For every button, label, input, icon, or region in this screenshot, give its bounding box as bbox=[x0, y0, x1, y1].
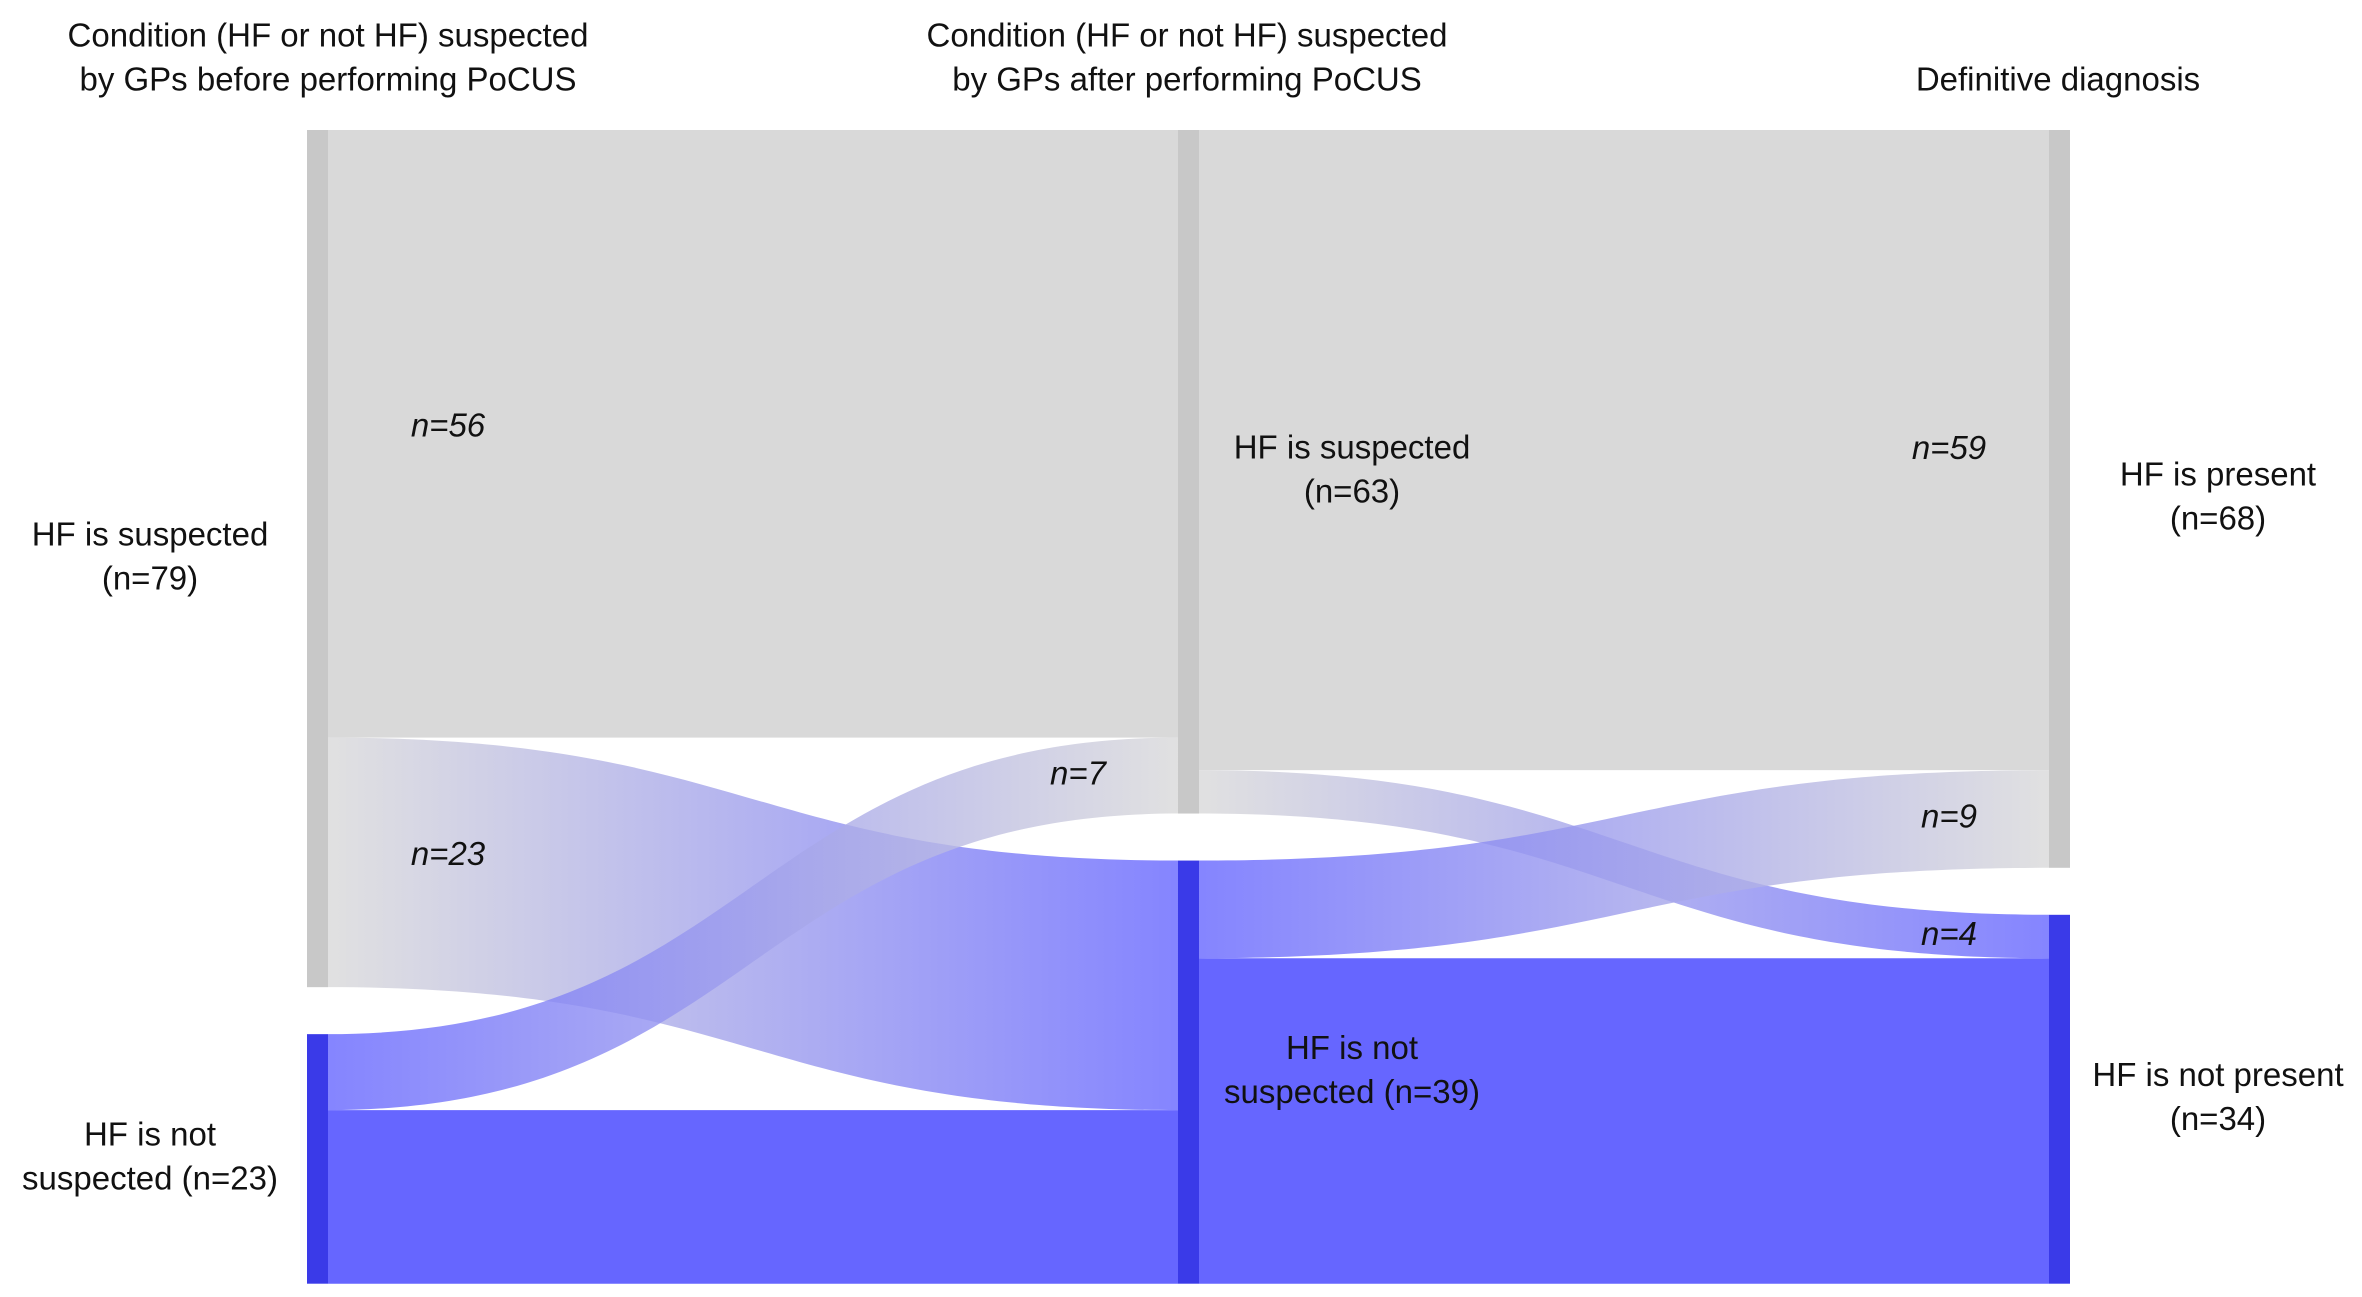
column-title: Definitive diagnosis bbox=[1916, 61, 2200, 98]
flow-label: n=23 bbox=[411, 835, 486, 872]
node-label: suspected (n=23) bbox=[22, 1160, 278, 1197]
flow-label: n=56 bbox=[411, 407, 486, 444]
flow bbox=[1199, 130, 2049, 771]
column-title: by GPs after performing PoCUS bbox=[952, 61, 1422, 98]
node-label: (n=79) bbox=[102, 559, 198, 596]
flow-label: n=59 bbox=[1912, 429, 1986, 466]
node-label: HF is not bbox=[84, 1116, 216, 1153]
node-label: HF is not bbox=[1286, 1029, 1418, 1066]
node bbox=[307, 130, 328, 988]
node bbox=[2049, 130, 2070, 868]
node bbox=[1178, 860, 1199, 1284]
flow bbox=[1199, 958, 2049, 1284]
node-label: suspected (n=39) bbox=[1224, 1073, 1480, 1110]
node-label: HF is suspected bbox=[32, 515, 269, 552]
node bbox=[1178, 130, 1199, 814]
node-label: HF is not present bbox=[2092, 1056, 2343, 1093]
node-label: (n=63) bbox=[1304, 472, 1400, 509]
column-title: Condition (HF or not HF) suspected bbox=[927, 17, 1448, 54]
node-label: HF is suspected bbox=[1234, 428, 1471, 465]
node-label: (n=68) bbox=[2170, 500, 2266, 537]
flow-label: n=9 bbox=[1921, 798, 1977, 835]
node-label: (n=34) bbox=[2170, 1100, 2266, 1137]
flow bbox=[328, 130, 1178, 738]
column-title: by GPs before performing PoCUS bbox=[79, 61, 576, 98]
flow bbox=[328, 737, 1178, 1111]
flow-label: n=7 bbox=[1050, 754, 1108, 791]
column-title: Condition (HF or not HF) suspected bbox=[68, 17, 589, 54]
flow bbox=[1199, 770, 2049, 959]
node bbox=[307, 1034, 328, 1284]
node-label: HF is present bbox=[2120, 456, 2316, 493]
flow-label: n=4 bbox=[1921, 915, 1977, 952]
node bbox=[2049, 914, 2070, 1284]
flow bbox=[328, 1110, 1178, 1284]
